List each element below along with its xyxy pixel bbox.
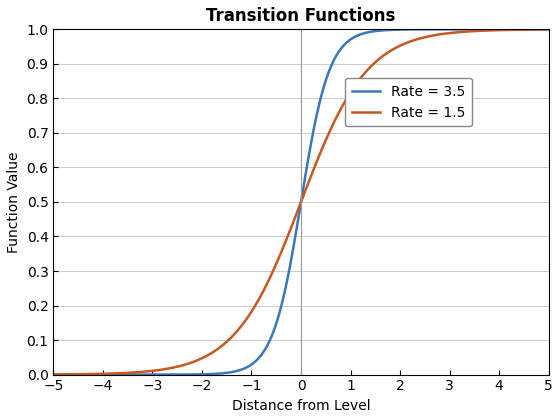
Title: Transition Functions: Transition Functions	[206, 7, 396, 25]
Rate = 1.5	[440, 32, 447, 37]
Rate = 3.5	[278, 304, 284, 310]
Rate = 1.5	[545, 27, 552, 32]
Rate = 1.5	[278, 250, 284, 255]
Rate = 1.5	[531, 27, 538, 32]
Legend: Rate = 3.5, Rate = 1.5: Rate = 3.5, Rate = 1.5	[345, 78, 472, 126]
Rate = 3.5	[50, 372, 57, 377]
Rate = 3.5	[545, 27, 552, 32]
Rate = 1.5	[531, 27, 538, 32]
X-axis label: Distance from Level: Distance from Level	[232, 399, 370, 413]
Rate = 1.5	[50, 372, 57, 377]
Rate = 3.5	[531, 27, 538, 32]
Rate = 1.5	[75, 372, 82, 377]
Line: Rate = 1.5: Rate = 1.5	[53, 29, 549, 375]
Rate = 3.5	[440, 27, 447, 32]
Rate = 3.5	[291, 240, 297, 245]
Rate = 1.5	[291, 217, 297, 222]
Rate = 3.5	[531, 27, 538, 32]
Y-axis label: Function Value: Function Value	[7, 151, 21, 253]
Rate = 3.5	[75, 372, 82, 377]
Line: Rate = 3.5: Rate = 3.5	[53, 29, 549, 375]
